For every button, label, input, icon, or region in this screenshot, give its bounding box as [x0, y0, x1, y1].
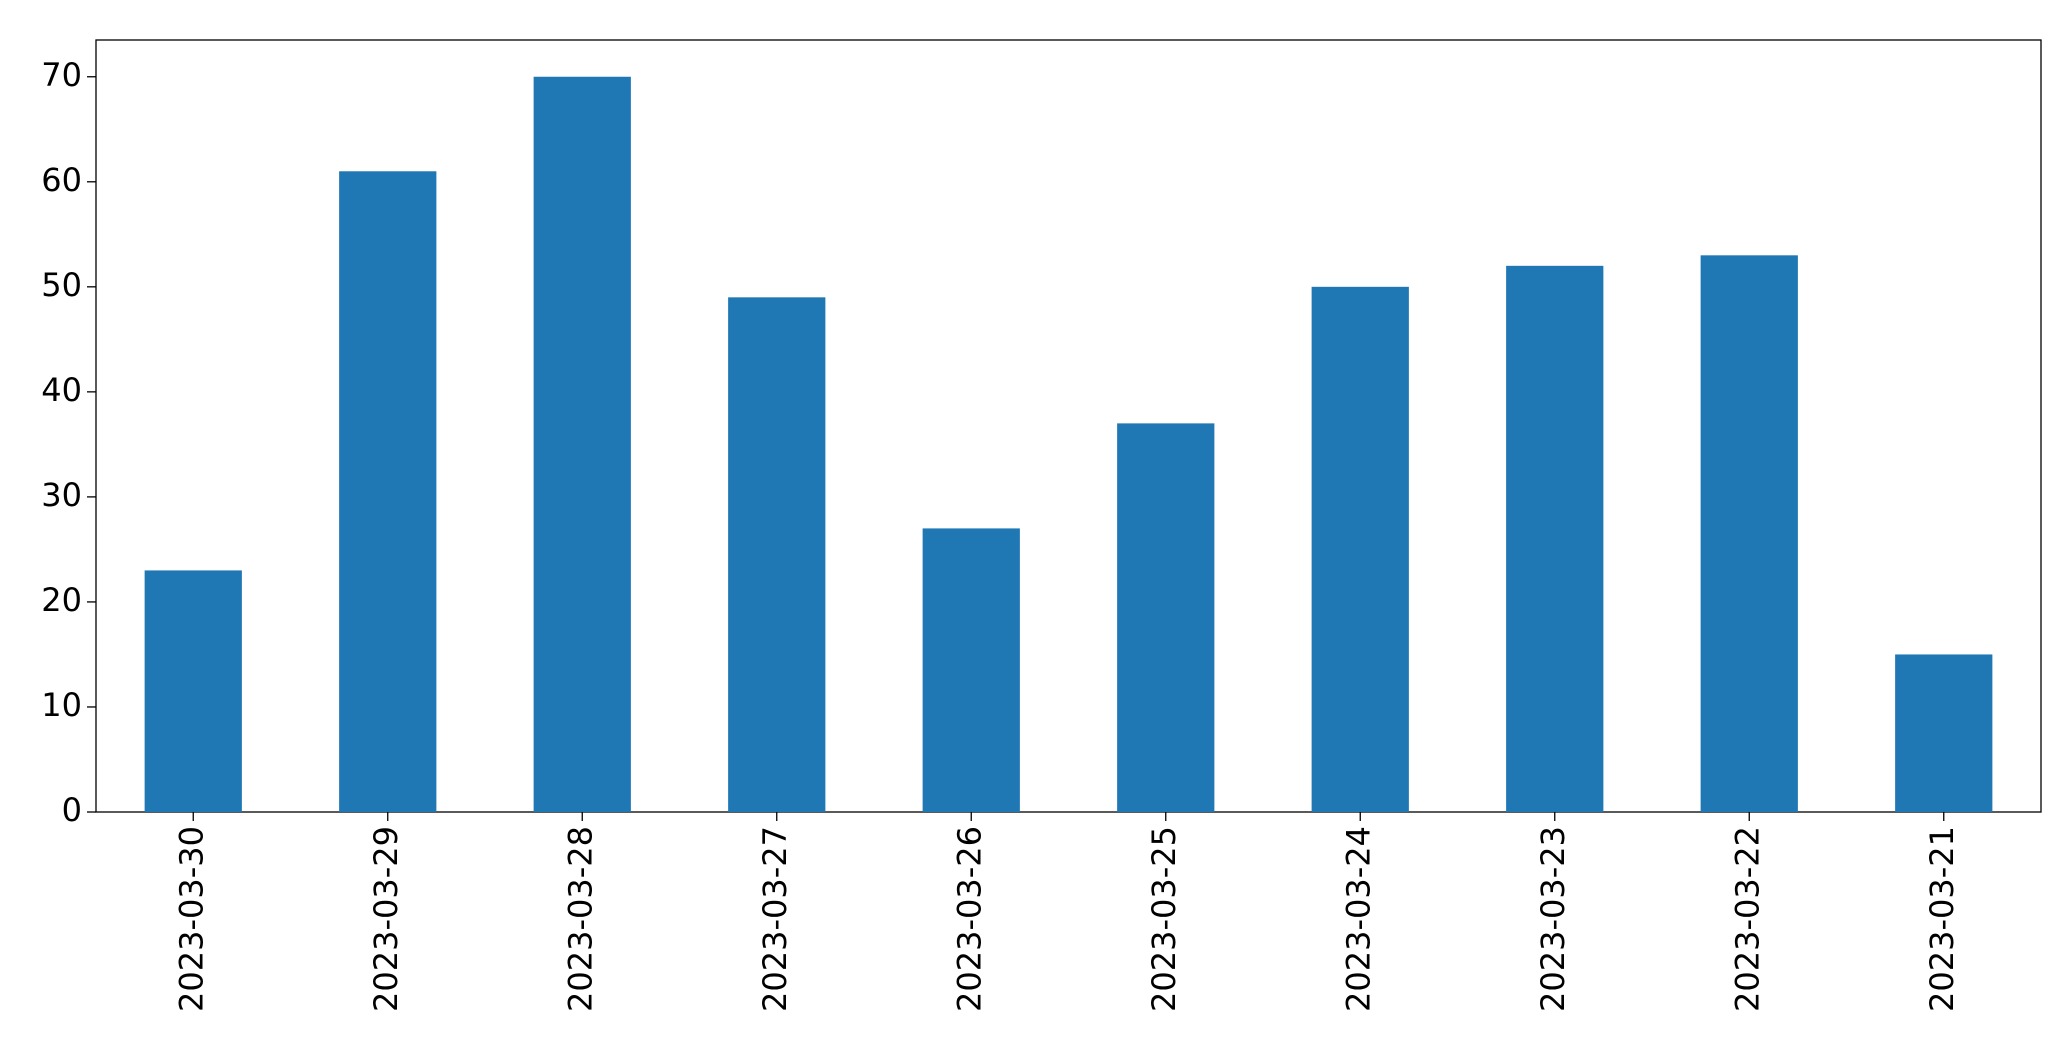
x-tick-label: 2023-03-25	[1145, 826, 1183, 1012]
x-tick-label: 2023-03-23	[1534, 826, 1572, 1012]
y-tick-label: 20	[41, 581, 82, 619]
x-tick-label: 2023-03-21	[1923, 826, 1961, 1012]
plot-frame	[95, 39, 2042, 813]
x-tick-label: 2023-03-27	[756, 826, 794, 1012]
y-tick-label: 10	[41, 686, 82, 724]
x-tick-label: 2023-03-28	[561, 826, 599, 1012]
y-tick-label: 60	[41, 161, 82, 199]
bar	[1700, 255, 1798, 813]
bar	[1506, 265, 1604, 812]
bar	[1117, 423, 1215, 812]
bar	[144, 570, 242, 812]
bar	[922, 528, 1020, 812]
bar	[728, 297, 826, 812]
y-tick-label: 30	[41, 476, 82, 514]
x-tick-label: 2023-03-30	[172, 826, 210, 1012]
x-tick-label: 2023-03-22	[1728, 826, 1766, 1012]
x-tick-label: 2023-03-26	[950, 826, 988, 1012]
bar	[1311, 286, 1409, 812]
x-tick-label: 2023-03-29	[367, 826, 405, 1012]
bar	[339, 171, 437, 813]
y-tick-label: 70	[41, 56, 82, 94]
x-tick-label: 2023-03-24	[1339, 826, 1377, 1012]
y-tick-label: 40	[41, 371, 82, 409]
bar	[1895, 654, 1993, 812]
y-tick-label: 50	[41, 266, 82, 304]
y-tick-label: 0	[62, 791, 82, 829]
bar	[533, 76, 631, 812]
